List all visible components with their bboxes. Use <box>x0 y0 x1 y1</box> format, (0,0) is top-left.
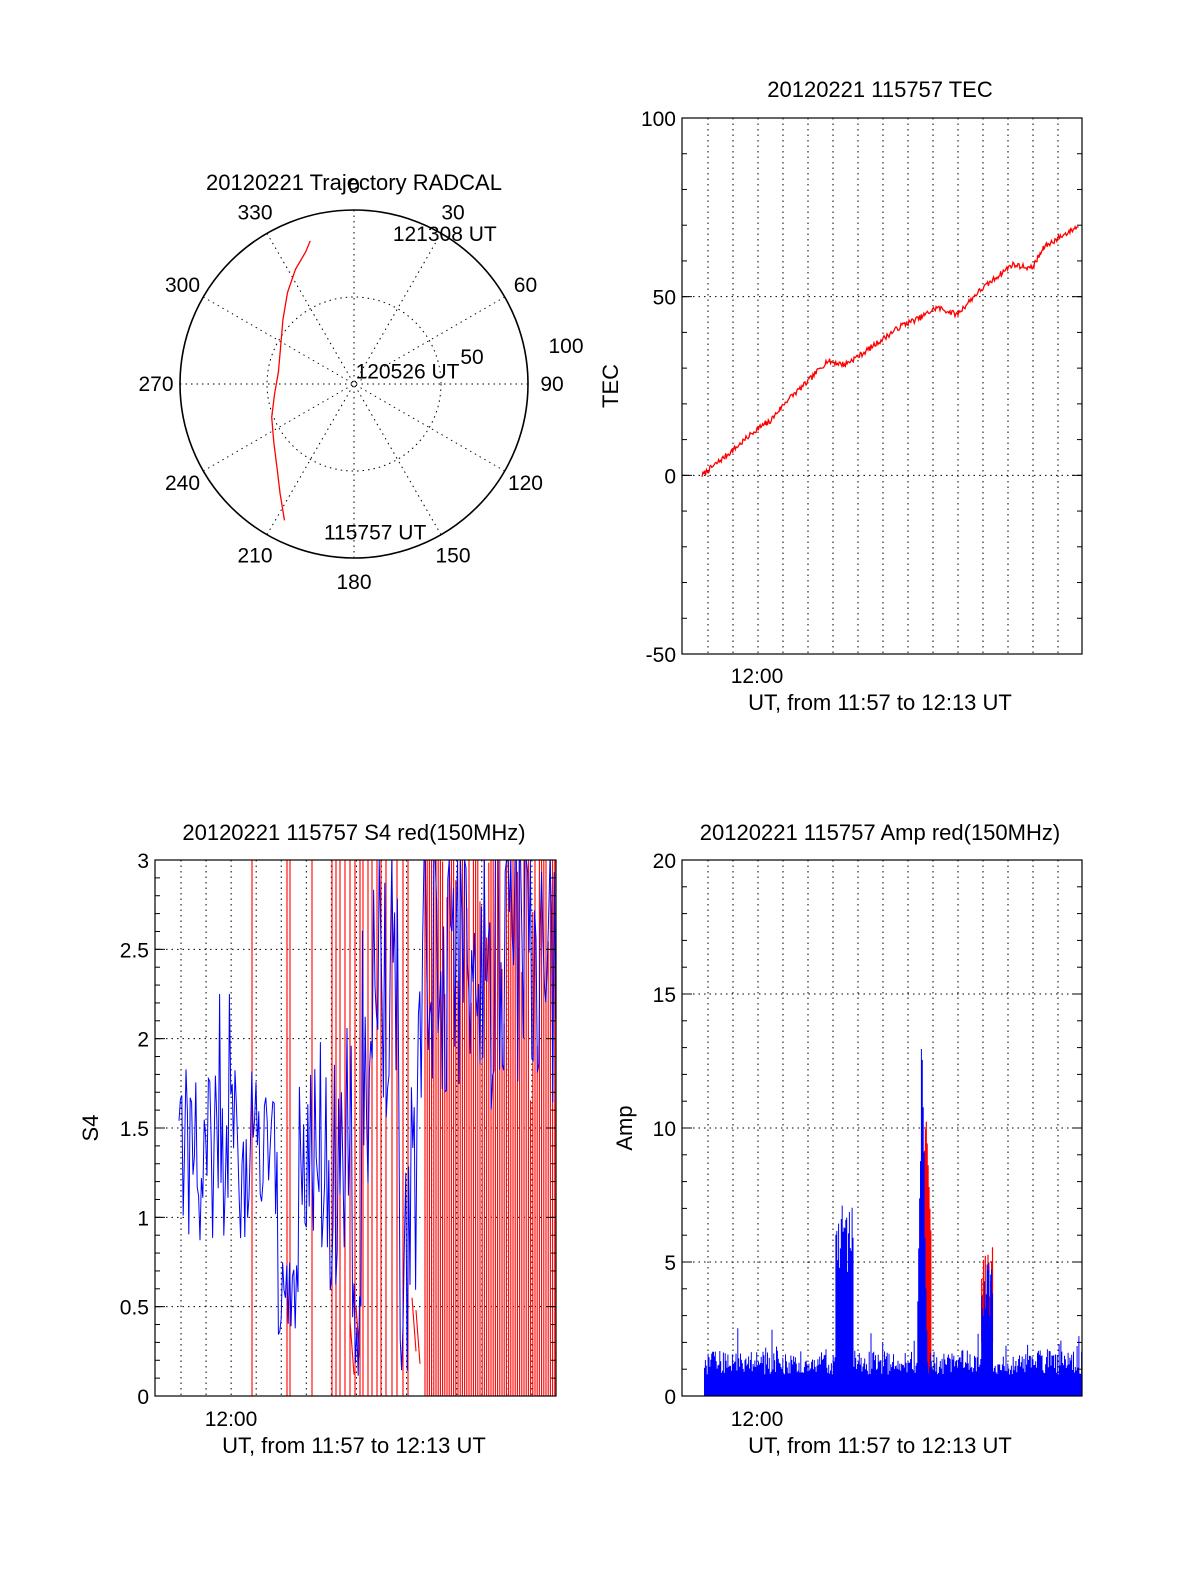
s4-plot: 20120221 115757 S4 red(150MHz) 0 0.5 1 1.5 2… <box>78 820 557 1458</box>
amp-frame <box>681 859 1083 1397</box>
s4-y-tick-label: 1.5 <box>120 1118 149 1141</box>
polar-angle-label: 120 <box>508 472 543 495</box>
s4-y-tick-label: 2 <box>137 1029 149 1052</box>
amp-y-axis-label: Amp <box>612 1105 637 1150</box>
amp-plot: 20120221 115757 Amp red(150MHz) 0 5 10 15 20… <box>612 820 1083 1458</box>
amp-blue-series <box>704 1049 1083 1396</box>
polar-angle-label: 90 <box>540 373 563 396</box>
tec-x-axis-label: UT, from 11:57 to 12:13 UT <box>748 690 1012 715</box>
amp-y-tick-label: 10 <box>653 1118 676 1141</box>
trajectory-line <box>271 240 311 521</box>
polar-spoke <box>266 233 442 535</box>
amp-y-tick-label: 15 <box>653 984 676 1007</box>
s4-y-tick-label: 2.5 <box>120 939 149 962</box>
polar-spoke <box>266 233 442 535</box>
tec-y-tick-label: -50 <box>646 644 676 667</box>
polar-angle-label: 330 <box>237 202 272 225</box>
s4-y-tick-label: 0.5 <box>120 1297 149 1320</box>
polar-grid-circle <box>266 296 442 472</box>
polar-angle-label: 150 <box>435 544 470 567</box>
polar-angle-label: 180 <box>336 571 371 594</box>
polar-spoke <box>203 296 505 472</box>
s4-title: 20120221 115757 S4 red(150MHz) <box>182 820 525 845</box>
s4-x-axis-label: UT, from 11:57 to 12:13 UT <box>222 1433 486 1458</box>
amp-y-tick-label: 0 <box>664 1386 676 1409</box>
amp-y-tick-label: 20 <box>653 850 676 873</box>
tec-y-tick-label: 0 <box>664 465 676 488</box>
polar-spoke <box>203 296 505 472</box>
s4-y-tick-label: 1 <box>137 1207 149 1230</box>
amp-x-axis-label: UT, from 11:57 to 12:13 UT <box>748 1433 1012 1458</box>
polar-outer-circle <box>179 209 529 559</box>
s4-x-tick-label: 12:00 <box>205 1408 258 1431</box>
s4-y-tick-label: 3 <box>137 850 149 873</box>
polar-angle-label: 30 <box>441 202 464 225</box>
trajectory-polar-plot: 20120221 Trajectory RADCAL 0 30 60 90 120 150… <box>138 170 583 594</box>
polar-angle-label: 60 <box>514 274 537 297</box>
amp-x-tick-label: 12:00 <box>731 1408 784 1431</box>
tec-y-tick-label: 100 <box>641 108 676 131</box>
polar-radius-label: 100 <box>548 335 583 358</box>
amp-y-tick-label: 5 <box>664 1252 676 1275</box>
trajectory-time-label: 115757 UT <box>324 522 427 545</box>
polar-angle-label: 240 <box>165 472 200 495</box>
polar-angle-label: 0 <box>348 175 360 198</box>
s4-y-tick-label: 0 <box>137 1386 149 1409</box>
s4-y-axis-label: S4 <box>78 1115 103 1142</box>
trajectory-time-label: 121308 UT <box>393 223 497 246</box>
tec-frame <box>681 117 1083 655</box>
s4-blue-series <box>178 859 557 1376</box>
polar-angle-label: 210 <box>237 544 272 567</box>
polar-angle-label: 300 <box>165 274 200 297</box>
s4-red-series <box>251 860 556 1396</box>
tec-title: 20120221 115757 TEC <box>767 77 993 102</box>
tec-series-line <box>701 224 1079 477</box>
polar-radius-label: 50 <box>460 346 483 369</box>
amp-title: 20120221 115757 Amp red(150MHz) <box>700 820 1060 845</box>
tec-x-tick-label: 12:00 <box>731 665 784 688</box>
polar-angle-label: 270 <box>138 373 173 396</box>
tec-y-axis-label: TEC <box>598 364 623 408</box>
trajectory-title: 20120221 Trajectory RADCAL <box>206 170 502 195</box>
trajectory-time-label: 120526 UT <box>356 360 460 383</box>
tec-y-tick-label: 50 <box>653 287 676 310</box>
